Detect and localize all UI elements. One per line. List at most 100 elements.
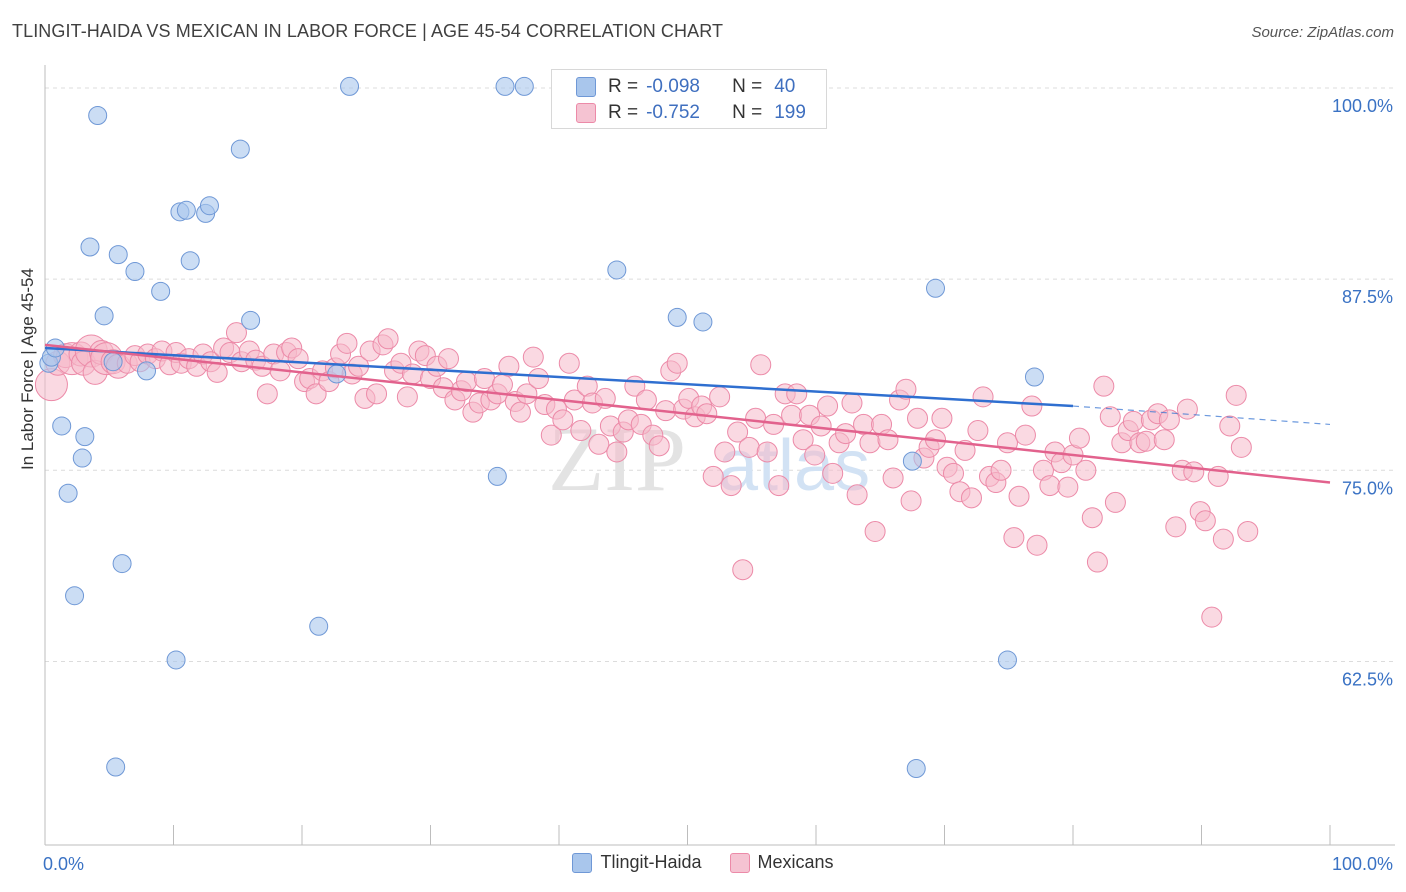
mexicans-point (835, 423, 857, 445)
legend-label: Mexicans (757, 852, 834, 872)
tlingit-haida-point (151, 281, 171, 301)
source-label: Source: ZipAtlas.com (1251, 24, 1394, 41)
mexicans-point (552, 409, 574, 431)
mexicans-point (792, 429, 814, 451)
tlingit-haida-points (39, 76, 1044, 779)
mexicans-point (1057, 476, 1079, 498)
mexicans-point (1194, 510, 1216, 532)
mexicans-point (859, 432, 881, 454)
tick-labels: 100.0% 87.5% 75.0% 62.5% 0.0% 100.0% (43, 96, 1393, 874)
r-value: -0.752 (646, 102, 700, 123)
mexicans-point (786, 383, 808, 405)
mexicans-point (960, 487, 982, 509)
r-label: R = (608, 102, 639, 123)
mexicans-point (696, 403, 718, 425)
mexicans-point (1219, 415, 1241, 437)
mexicans-point (895, 378, 917, 400)
tlingit-haida-point (72, 448, 92, 468)
mexicans-point (702, 465, 724, 487)
mexicans-point (206, 361, 228, 383)
tlingit-haida-point (693, 312, 713, 332)
tlingit-haida-point (667, 307, 687, 327)
tlingit-haida-point (487, 466, 507, 486)
tlingit-haida-point (94, 306, 114, 326)
axes (44, 65, 1395, 846)
tlingit-haida-point (902, 451, 922, 471)
mexicans-point (377, 328, 399, 350)
mexicans-point (1237, 520, 1259, 542)
mexicans-point (305, 383, 327, 405)
pink-swatch (729, 852, 750, 873)
tlingit-haida-point (199, 196, 219, 216)
tlingit-haida-point (52, 416, 72, 436)
mexicans-point (570, 420, 592, 442)
mexicans-point (931, 407, 953, 429)
chart-title: TLINGIT-HAIDA VS MEXICAN IN LABOR FORCE … (12, 21, 724, 41)
tlingit-haida-point (1024, 367, 1044, 387)
mexicans-point (810, 415, 832, 437)
mexicans-point (720, 475, 742, 497)
mexicans-point (882, 467, 904, 489)
tlingit-haida-point (125, 261, 145, 281)
blue-swatch (572, 852, 593, 873)
mexicans-points (34, 322, 1259, 628)
mexicans-point (1122, 410, 1144, 432)
tlingit-haida-trendline (44, 346, 1074, 408)
mexicans-point (648, 435, 670, 457)
mexicans-point (942, 462, 964, 484)
mexicans-point (1021, 395, 1043, 417)
mexicans-point (846, 484, 868, 506)
mexicans-point (1104, 491, 1126, 513)
stats-row-mexicans: R = -0.752 N = 199 (576, 101, 806, 125)
tlingit-haida-point (180, 251, 200, 271)
mexicans-point (745, 407, 767, 429)
x-tick-label: 100.0% (1332, 854, 1393, 874)
tlingit-haida-point (340, 76, 360, 96)
mexicans-point (437, 348, 459, 370)
n-value: 199 (774, 102, 806, 123)
mexicans-point (727, 421, 749, 443)
mexicans-point (635, 389, 657, 411)
mexicans-point (709, 386, 731, 408)
mexicans-point (954, 439, 976, 461)
tlingit-haida-point (997, 650, 1017, 670)
mexicans-point (864, 520, 886, 542)
stats-legend: R = -0.098 N = 40 R = -0.752 N = 199 (551, 69, 827, 129)
mexicans-point (1008, 485, 1030, 507)
mexicans-point (1230, 436, 1252, 458)
mexicans-point (1093, 375, 1115, 397)
mexicans-point (516, 383, 538, 405)
tlingit-haida-point (137, 361, 157, 381)
mexicans-point (491, 374, 513, 396)
mexicans-point (756, 441, 778, 463)
mexicans-trendline (44, 343, 1331, 484)
stats-row-tlingit-haida: R = -0.098 N = 40 (576, 75, 795, 99)
legend-item-mexicans[interactable]: Mexicans (729, 852, 834, 873)
mexicans-point (1165, 516, 1187, 538)
tlingit-haida-point (112, 554, 132, 574)
y-tick-label: 75.0% (1342, 478, 1393, 498)
r-label: R = (608, 76, 639, 97)
mexicans-point (907, 407, 929, 429)
mexicans-point (498, 355, 520, 377)
tlingit-haida-point (176, 200, 196, 220)
legend-item-tlingit-haida[interactable]: Tlingit-Haida (572, 852, 702, 873)
tlingit-haida-point (75, 427, 95, 447)
blue-swatch (576, 77, 596, 97)
mexicans-point (1176, 398, 1198, 420)
mexicans-point (1212, 528, 1234, 550)
y-tick-label: 87.5% (1342, 287, 1393, 307)
y-axis-label: In Labor Force | Age 45-54 (18, 268, 37, 470)
mexicans-point (1153, 429, 1175, 451)
mexicans-point (1225, 384, 1247, 406)
mexicans-point (972, 386, 994, 408)
mexicans-point (522, 346, 544, 368)
mexicans-point (1086, 551, 1108, 573)
mexicans-point (1099, 406, 1121, 428)
mexicans-point (558, 352, 580, 374)
mexicans-point (509, 401, 531, 423)
mexicans-point (768, 475, 790, 497)
r-value: -0.098 (646, 76, 700, 97)
x-tick-label: 0.0% (43, 854, 84, 874)
mexicans-point (1075, 459, 1097, 481)
